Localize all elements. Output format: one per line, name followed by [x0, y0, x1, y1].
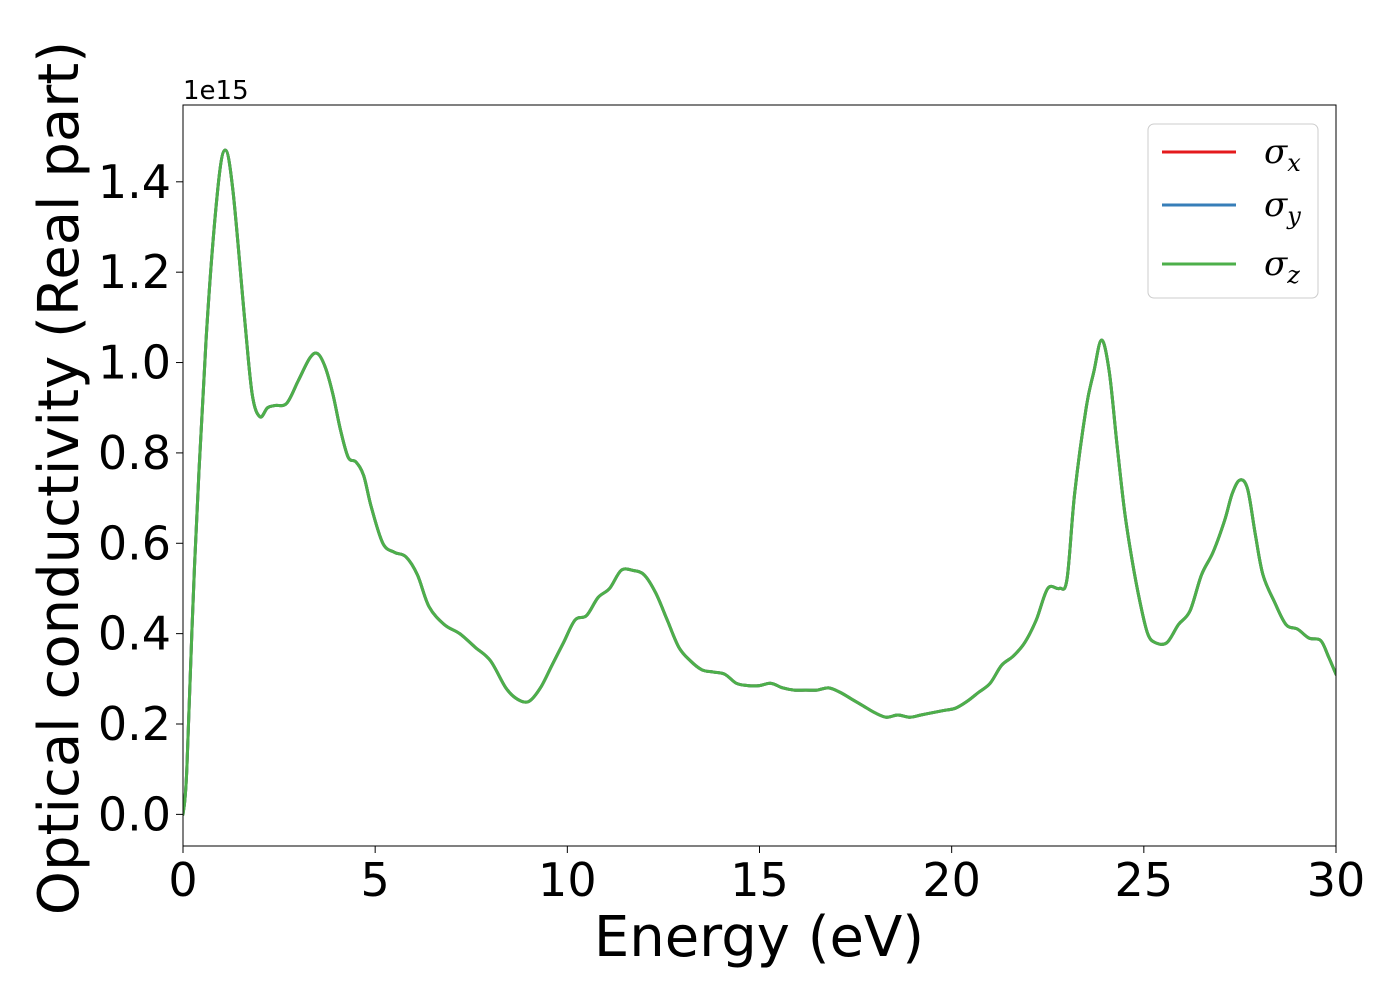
y-tick-label: 0.2	[98, 697, 171, 751]
y-axis-offset-label: 1e15	[183, 76, 249, 106]
x-tick-label: 5	[361, 853, 390, 907]
y-tick-label: 0.8	[98, 426, 171, 480]
series-layer	[183, 148, 1336, 816]
y-tick-label: 1.2	[98, 245, 171, 299]
legend-box	[1147, 123, 1319, 299]
y-tick-label: 1.0	[98, 336, 171, 390]
x-tick-label: 30	[1307, 853, 1366, 907]
x-axis-ticks: 0 5 10 15 20 25 30	[168, 846, 1365, 907]
y-tick-label: 1.4	[98, 155, 171, 209]
x-tick-label: 20	[922, 853, 981, 907]
x-tick-label: 15	[730, 853, 789, 907]
y-tick-label: 0.6	[98, 516, 171, 570]
y-tick-label: 0.4	[98, 607, 171, 661]
x-tick-label: 0	[168, 853, 197, 907]
y-axis-label: Optical conductivity (Real part)	[27, 41, 92, 915]
y-tick-label: 0.0	[98, 787, 171, 841]
x-tick-label: 10	[538, 853, 597, 907]
x-tick-label: 25	[1115, 853, 1174, 907]
y-axis-ticks: 0.0 0.2 0.4 0.6 0.8 1.0 1.2 1.4	[98, 155, 183, 841]
plot-area	[182, 104, 1337, 847]
x-axis-label: Energy (eV)	[594, 905, 924, 970]
series-line-z	[183, 148, 1336, 816]
